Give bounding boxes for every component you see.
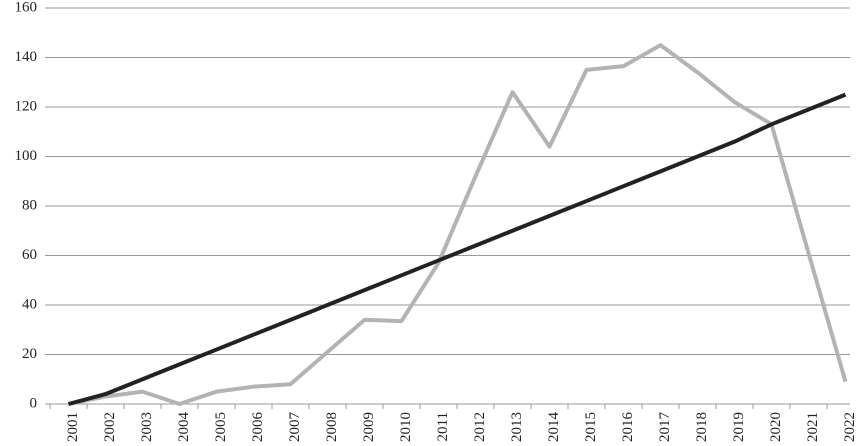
y-tick-label: 140 [15, 49, 38, 65]
x-tick-label: 2008 [324, 412, 340, 442]
x-tick-label: 2019 [731, 412, 747, 442]
series-line [67, 92, 847, 406]
x-tick-label: 2006 [250, 412, 266, 443]
y-tick-label: 40 [22, 296, 37, 312]
x-tick-label: 2009 [361, 412, 377, 442]
series-line [68, 43, 848, 406]
y-tick-label: 80 [22, 197, 37, 213]
x-tick-label: 2007 [287, 412, 303, 443]
x-tick-label: 2011 [435, 412, 451, 441]
y-tick-label: 20 [22, 346, 37, 362]
x-tick-label: 2003 [139, 412, 155, 442]
x-tick-label: 2014 [546, 412, 562, 443]
x-tick-label: 2002 [102, 412, 118, 442]
x-tick-label: 2010 [398, 412, 414, 442]
x-tick-label: 2016 [620, 412, 636, 443]
y-tick-label: 100 [15, 148, 38, 164]
x-tick-label: 2005 [213, 412, 229, 442]
x-tick-label: 2022 [842, 412, 858, 442]
x-tick-label: 2018 [694, 412, 710, 442]
x-tick-label: 2021 [805, 412, 821, 442]
x-tick-label: 2017 [657, 412, 673, 443]
y-tick-label: 60 [22, 247, 37, 263]
y-tick-label: 160 [15, 0, 38, 15]
x-tick-label: 2020 [768, 412, 784, 442]
y-tick-label: 0 [30, 395, 38, 411]
x-tick-label: 2012 [472, 412, 488, 442]
x-tick-label: 2001 [65, 412, 81, 442]
x-tick-label: 2013 [509, 412, 525, 442]
y-tick-label: 120 [15, 98, 38, 114]
x-tick-label: 2015 [583, 412, 599, 442]
x-tick-label: 2004 [176, 412, 192, 443]
